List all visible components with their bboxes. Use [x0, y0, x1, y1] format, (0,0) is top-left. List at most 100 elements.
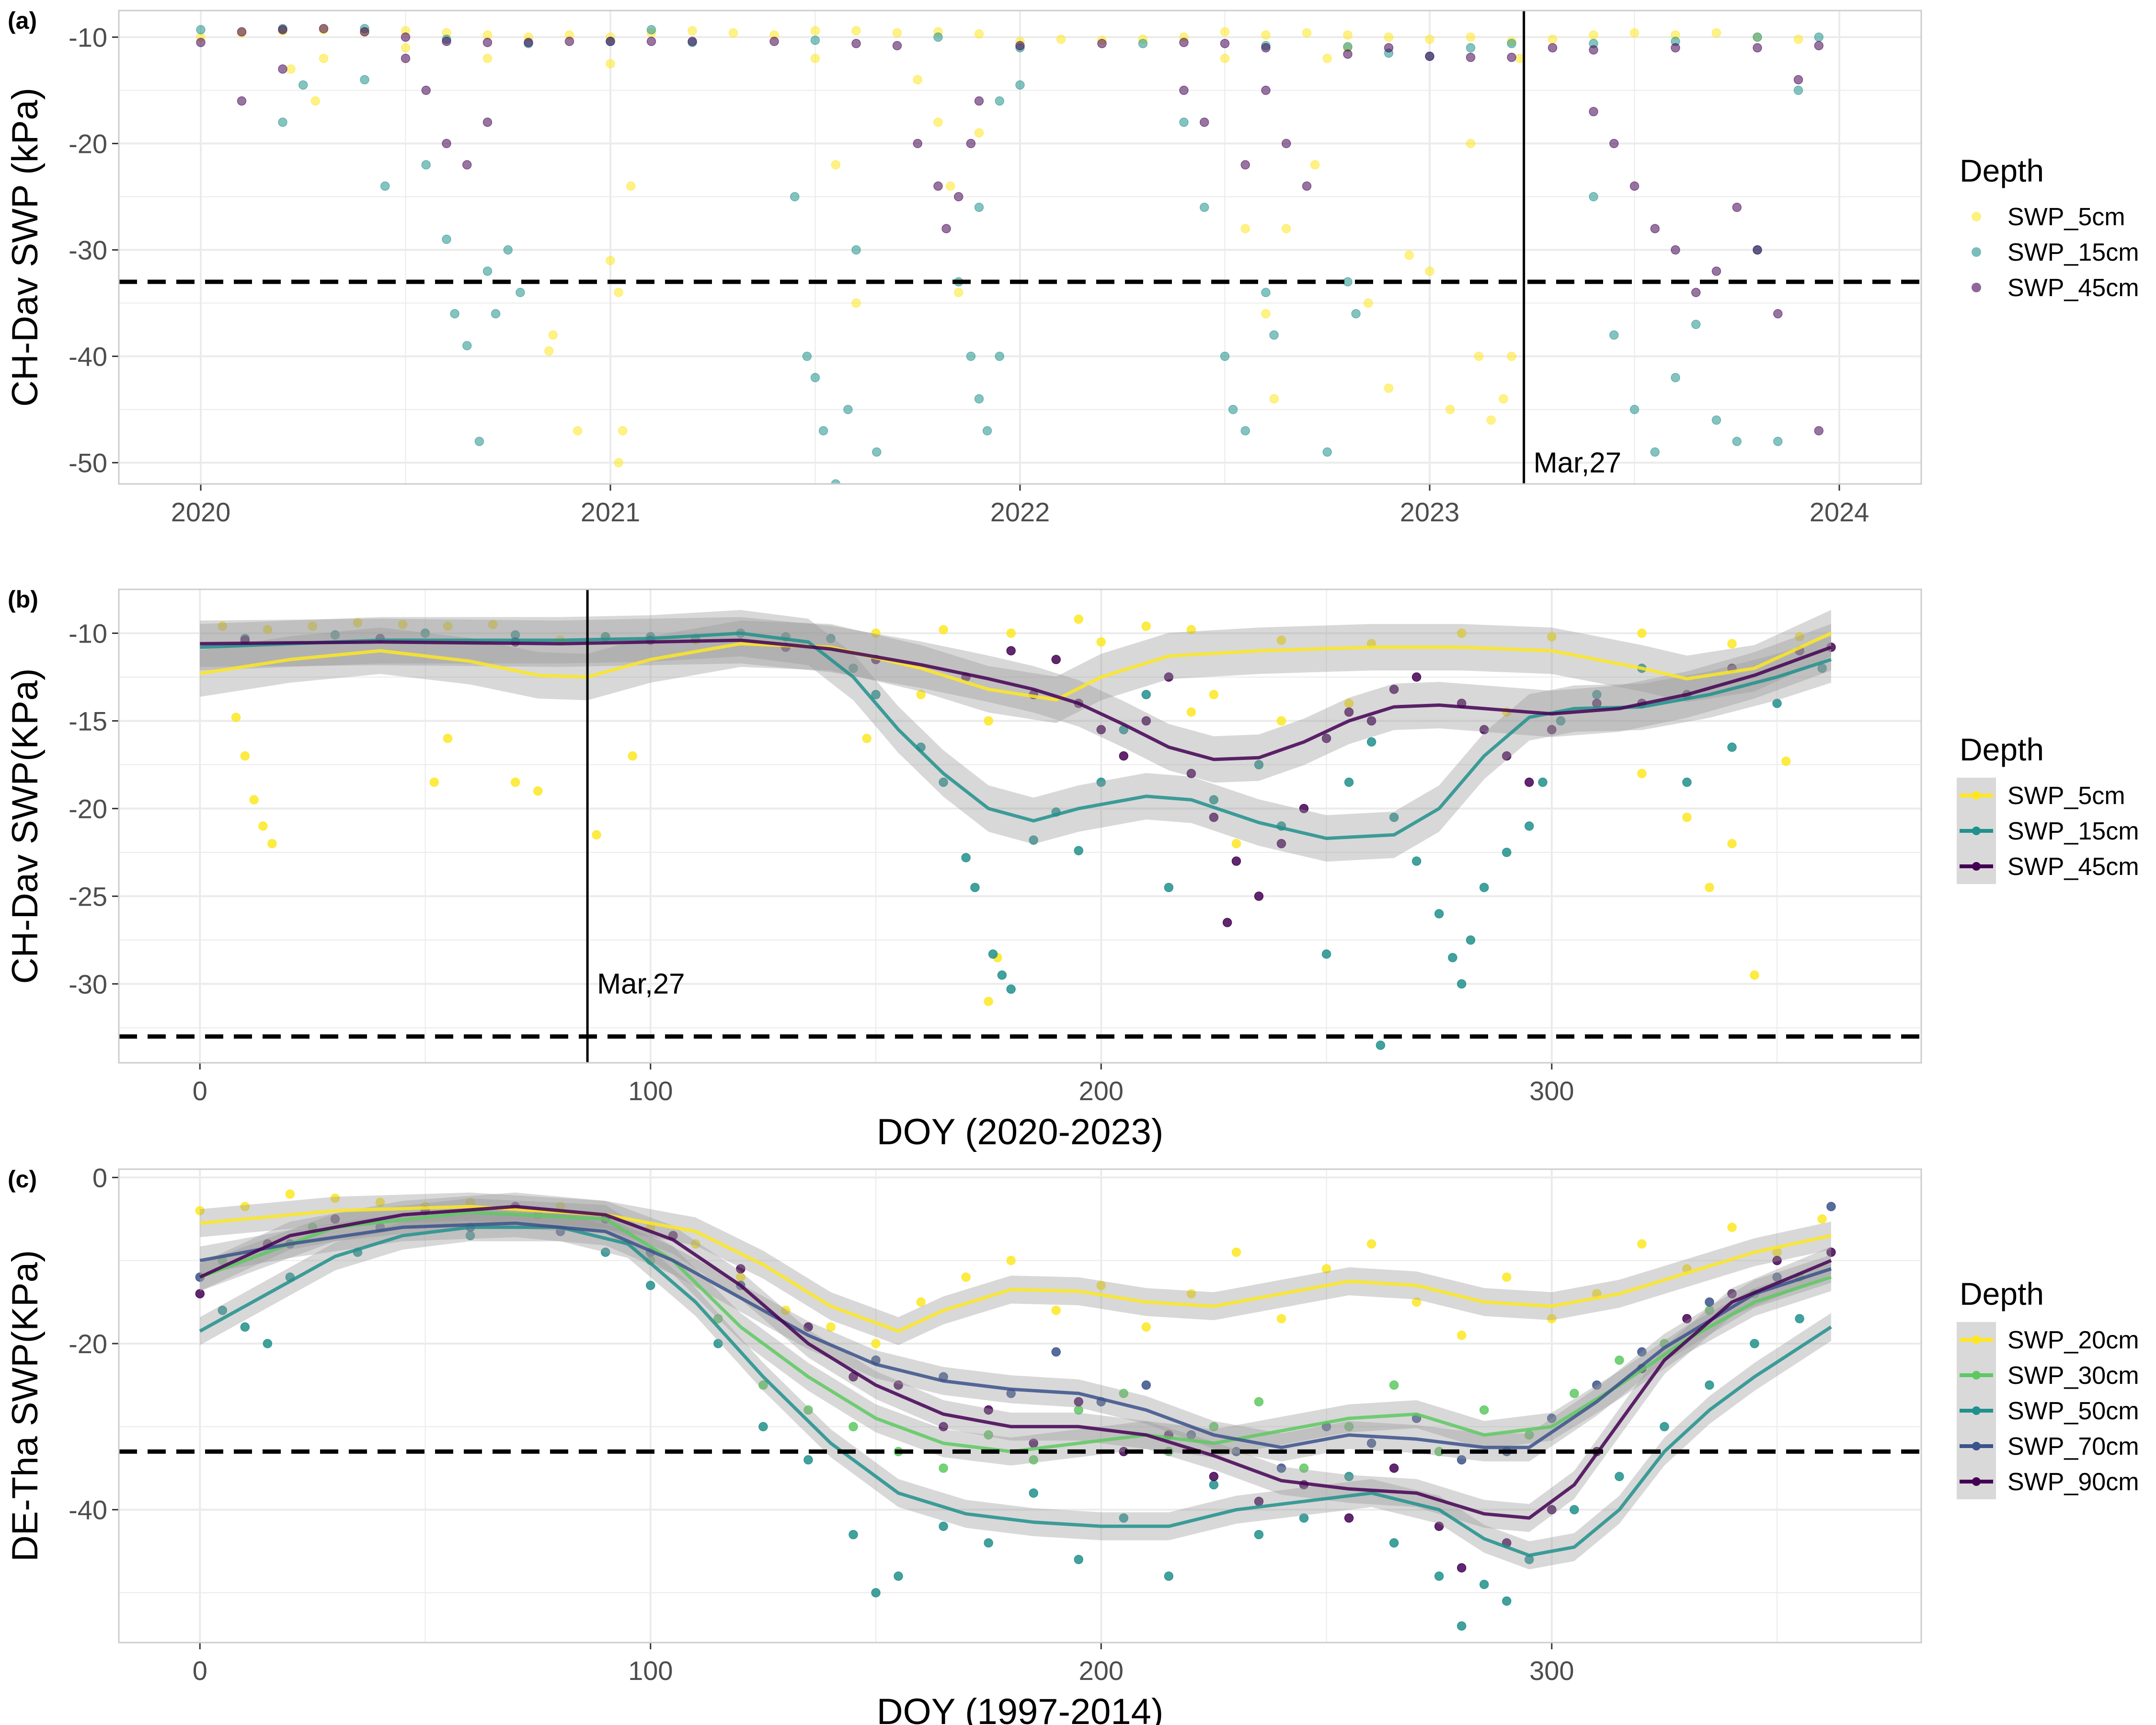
series-points-SWP_15cm	[196, 23, 1823, 484]
data-point	[961, 1272, 971, 1282]
legend-key-point	[1972, 1442, 1981, 1450]
data-point	[966, 138, 976, 149]
data-point	[482, 37, 493, 47]
data-point	[939, 1521, 948, 1531]
data-point	[1138, 39, 1148, 48]
data-point	[916, 690, 926, 700]
data-point	[1240, 224, 1250, 233]
data-point	[1629, 404, 1640, 414]
legend-key-point	[1972, 791, 1981, 800]
data-point	[1671, 245, 1680, 255]
confidence-ribbon-SWP_15cm	[200, 610, 1831, 862]
data-point	[353, 618, 363, 628]
data-point	[1411, 1297, 1422, 1307]
data-point	[1650, 447, 1660, 457]
x-tick-label: 200	[1079, 1076, 1124, 1106]
data-point	[1344, 1472, 1354, 1482]
data-point	[196, 25, 206, 34]
legend-key-point	[1972, 283, 1981, 292]
data-point	[982, 426, 992, 436]
date-marker-label: Mar,27	[597, 967, 685, 1000]
data-point	[1637, 769, 1647, 778]
data-point	[1589, 107, 1598, 116]
data-point	[916, 1297, 926, 1307]
data-point	[1074, 614, 1084, 624]
y-tick-label: 0	[92, 1162, 107, 1193]
data-point	[516, 288, 525, 298]
data-point	[196, 37, 206, 47]
data-point	[1548, 34, 1558, 44]
data-point	[1389, 684, 1399, 694]
smooth-line-SWP_45cm	[200, 638, 1832, 761]
data-point	[1466, 52, 1476, 62]
data-point	[810, 373, 820, 382]
data-point	[1793, 85, 1803, 95]
data-point	[1310, 160, 1320, 170]
data-point	[1344, 1422, 1354, 1432]
confidence-ribbon-SWP_45cm	[200, 617, 1831, 783]
data-point	[997, 970, 1007, 980]
data-point	[1637, 1239, 1647, 1249]
legend-key-point	[1972, 1371, 1981, 1380]
data-point	[1671, 373, 1680, 382]
data-point	[1209, 812, 1219, 822]
data-point	[1299, 1513, 1309, 1523]
data-point	[401, 32, 411, 42]
data-point	[1609, 138, 1619, 149]
data-point	[1814, 41, 1823, 51]
data-point	[1276, 635, 1286, 645]
data-point	[1547, 632, 1557, 642]
data-point	[1269, 330, 1279, 340]
panel-a: 2020 2021 2022 2023 2024 -10 -20 -30 -40 -50 Mar,2…	[5, 7, 2139, 527]
data-point	[1231, 1247, 1241, 1257]
data-point	[1389, 1538, 1399, 1548]
data-point	[491, 309, 501, 319]
legend-label: SWP_50cm	[2007, 1397, 2139, 1425]
data-point	[1732, 202, 1742, 212]
data-point	[1456, 1330, 1467, 1340]
data-point	[1629, 181, 1640, 191]
data-point	[933, 117, 943, 127]
data-point	[871, 628, 881, 638]
data-point	[1753, 245, 1762, 255]
data-point	[1322, 447, 1332, 457]
data-point	[628, 751, 637, 761]
data-point	[1276, 716, 1286, 726]
data-point	[913, 138, 922, 149]
data-point	[380, 181, 390, 191]
data-point	[606, 36, 615, 46]
y-tick-label: -40	[69, 342, 107, 372]
data-point	[429, 777, 439, 787]
data-point	[790, 192, 800, 202]
data-point	[442, 234, 451, 244]
data-point	[1029, 1488, 1038, 1498]
legend-label: SWP_5cm	[2007, 203, 2125, 231]
smooth-line-SWP_15cm	[200, 632, 1832, 840]
data-point	[1637, 1347, 1647, 1357]
data-point	[1269, 394, 1279, 404]
data-point	[1507, 39, 1516, 48]
data-point	[218, 1305, 228, 1315]
data-point	[401, 54, 411, 63]
smooth-line-SWP_5cm	[199, 632, 1832, 702]
data-point	[984, 997, 993, 1006]
data-point	[420, 628, 430, 638]
panel-tag: (a)	[8, 7, 37, 34]
data-point	[1322, 54, 1332, 63]
x-tick-label: 2023	[1400, 497, 1460, 527]
data-point	[618, 426, 628, 436]
data-point	[1141, 690, 1151, 700]
y-tick-label: -20	[69, 1329, 107, 1359]
data-point	[249, 795, 259, 805]
data-point	[1466, 935, 1476, 945]
smooth-line-SWP_90cm	[199, 1205, 1832, 1520]
data-point	[1228, 404, 1238, 414]
data-point	[1817, 1214, 1827, 1224]
data-point	[308, 621, 318, 631]
data-point	[688, 36, 697, 46]
data-point	[1119, 1389, 1129, 1398]
data-point	[482, 266, 493, 276]
data-point	[442, 36, 451, 46]
data-point	[360, 75, 369, 85]
data-point	[933, 181, 943, 191]
